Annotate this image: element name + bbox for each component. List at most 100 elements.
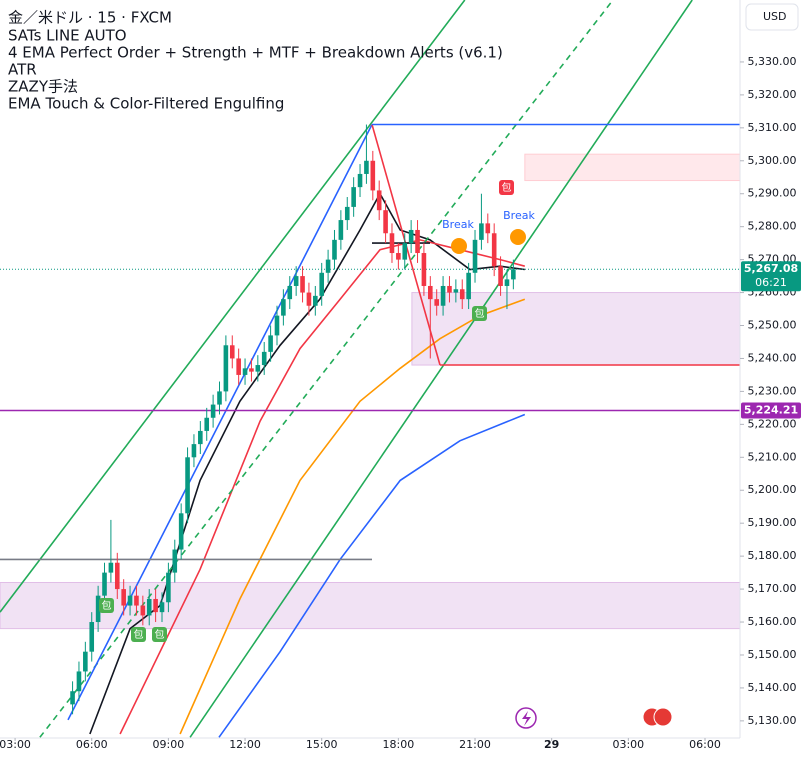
candle-body	[83, 651, 88, 672]
candle-body	[459, 289, 465, 300]
x-tick-label: 29	[544, 738, 559, 751]
candle-body	[453, 289, 459, 293]
engulf-marker	[472, 306, 487, 321]
candle-body	[198, 430, 203, 445]
candle-body	[159, 602, 165, 613]
candle-body	[306, 292, 312, 306]
engulf-marker	[131, 627, 146, 642]
plot-area	[0, 0, 741, 738]
candle-body	[434, 299, 439, 306]
candle-body	[511, 269, 516, 280]
x-tick-label: 06:00	[76, 738, 108, 751]
candle-body	[319, 272, 325, 296]
candle-body	[396, 253, 401, 260]
candle-body	[108, 562, 114, 573]
candle-body	[146, 598, 152, 616]
candle-body	[204, 417, 210, 431]
indicator: SATs LINE AUTO	[8, 27, 127, 45]
candle-body	[95, 595, 101, 623]
y-tick-label: 5,140.00	[748, 681, 797, 694]
y-tick-label: 5,150.00	[748, 648, 797, 661]
engulf-label: 包	[502, 181, 512, 194]
break-label: Break	[503, 209, 535, 222]
candle-body	[185, 457, 190, 514]
y-tick-label: 5,330.00	[748, 55, 797, 68]
x-tick-label: 18:00	[383, 738, 415, 751]
event-icon-bolt	[522, 711, 531, 726]
candle-body	[261, 351, 267, 366]
candle-body	[242, 368, 248, 375]
break-marker	[510, 229, 526, 245]
x-tick-label: 03:00	[612, 738, 644, 751]
indicator-line	[67, 124, 373, 721]
indicator-line	[189, 0, 693, 738]
indicator: ZAZY手法	[8, 78, 78, 96]
price-label-box	[741, 261, 801, 292]
zone	[411, 292, 741, 366]
annotations: Break Break 包 包 包 包 包	[99, 180, 673, 729]
candle-body	[440, 285, 446, 306]
y-tick-label: 5,230.00	[748, 384, 797, 397]
candle-body	[102, 572, 107, 596]
candle-body	[140, 605, 146, 616]
y-tick-label: 5,290.00	[748, 187, 797, 200]
legend: 金／米ドル · 15 · FXCM SATs LINE AUTO 4 EMA P…	[8, 9, 503, 113]
x-tick-label: 06:00	[689, 738, 721, 751]
candle-body	[364, 160, 369, 174]
price-label: 5,224.21	[744, 403, 798, 416]
indicator: ATR	[8, 61, 37, 79]
candle-body	[472, 239, 478, 273]
x-tick-label: 03:00	[0, 738, 31, 751]
candle-body	[491, 233, 497, 267]
countdown: 06:21	[755, 276, 787, 289]
engulf-marker	[152, 627, 167, 642]
candle-body	[498, 266, 503, 286]
candle-body	[281, 299, 286, 316]
candle-body	[376, 190, 382, 211]
candle-body	[504, 279, 510, 286]
y-tick-label: 5,160.00	[748, 615, 797, 628]
candle-body	[274, 315, 280, 336]
candle-body	[383, 210, 388, 234]
candle-body	[447, 285, 452, 293]
y-tick-label: 5,180.00	[748, 549, 797, 562]
chart-title: 金／米ドル · 15 · FXCM	[8, 9, 172, 27]
engulf-marker	[499, 180, 514, 195]
candle-body	[268, 335, 273, 352]
candle-body	[466, 272, 471, 300]
x-tick-label: 09:00	[153, 738, 185, 751]
indicator-line	[119, 239, 526, 735]
candle-body	[166, 572, 171, 603]
candle-body	[223, 345, 229, 392]
break-marker	[451, 238, 467, 254]
candle-body	[293, 276, 299, 286]
y-tick-label: 5,300.00	[748, 154, 797, 167]
indicator-line	[218, 413, 526, 738]
candle-body	[236, 358, 241, 375]
y-tick-label: 5,210.00	[748, 450, 797, 463]
engulf-label: 包	[155, 628, 165, 641]
candle-body	[300, 276, 305, 293]
price-label-box	[741, 402, 801, 419]
y-tick-label: 5,200.00	[748, 483, 797, 496]
y-tick-label: 5,320.00	[748, 88, 797, 101]
indicator-line	[39, 0, 614, 738]
candle-body	[287, 285, 293, 300]
indicator-line	[0, 0, 466, 613]
currency-button[interactable]	[745, 3, 799, 31]
engulf-label: 包	[475, 307, 485, 320]
candle-body	[332, 239, 337, 260]
candle-body	[415, 229, 420, 254]
event-flag[interactable]	[653, 707, 673, 727]
x-tick-label: 21:00	[459, 738, 491, 751]
engulf-label: 包	[134, 628, 144, 641]
y-tick-label: 5,240.00	[748, 351, 797, 364]
candle-body	[76, 671, 82, 692]
candle-body	[255, 365, 261, 372]
price-label: 5,267.08	[744, 262, 798, 275]
indicator-line	[89, 192, 525, 735]
currency[interactable]: USD	[763, 10, 787, 23]
candle-body	[249, 368, 254, 372]
candle-body	[313, 295, 318, 306]
y-tick-label: 5,280.00	[748, 220, 797, 233]
